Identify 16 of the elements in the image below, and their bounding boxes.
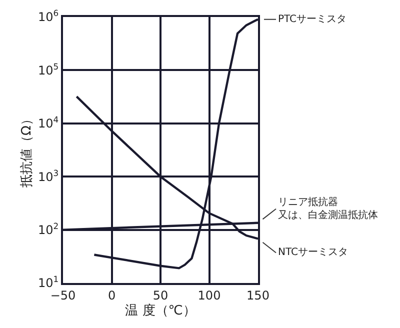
y-tick-label: 10$^{6}$ xyxy=(38,8,59,24)
x-tick-label: 150 xyxy=(246,288,270,302)
x-axis-title: 温 度（℃） xyxy=(125,302,196,318)
text: リニア抵抗器又は、白金測温抵抗体 xyxy=(278,196,378,221)
text: PTCサーミスタ xyxy=(278,14,347,25)
x-tick-label: −50 xyxy=(50,288,76,302)
y-tick-label: 10$^{1}$ xyxy=(38,274,59,290)
y-axis-title: 抵抗値（Ω） xyxy=(19,112,34,188)
y-tick-label: 10$^{3}$ xyxy=(38,168,59,184)
text: NTCサーミスタ xyxy=(278,247,348,258)
x-tick-label: 50 xyxy=(152,288,168,302)
x-tick-label: 0 xyxy=(108,288,116,302)
y-tick-label: 10$^{2}$ xyxy=(38,220,59,237)
y-tick-label: 10$^{4}$ xyxy=(38,114,59,131)
x-tick-label: 100 xyxy=(198,288,221,302)
y-tick-label: 10$^{5}$ xyxy=(38,61,59,78)
